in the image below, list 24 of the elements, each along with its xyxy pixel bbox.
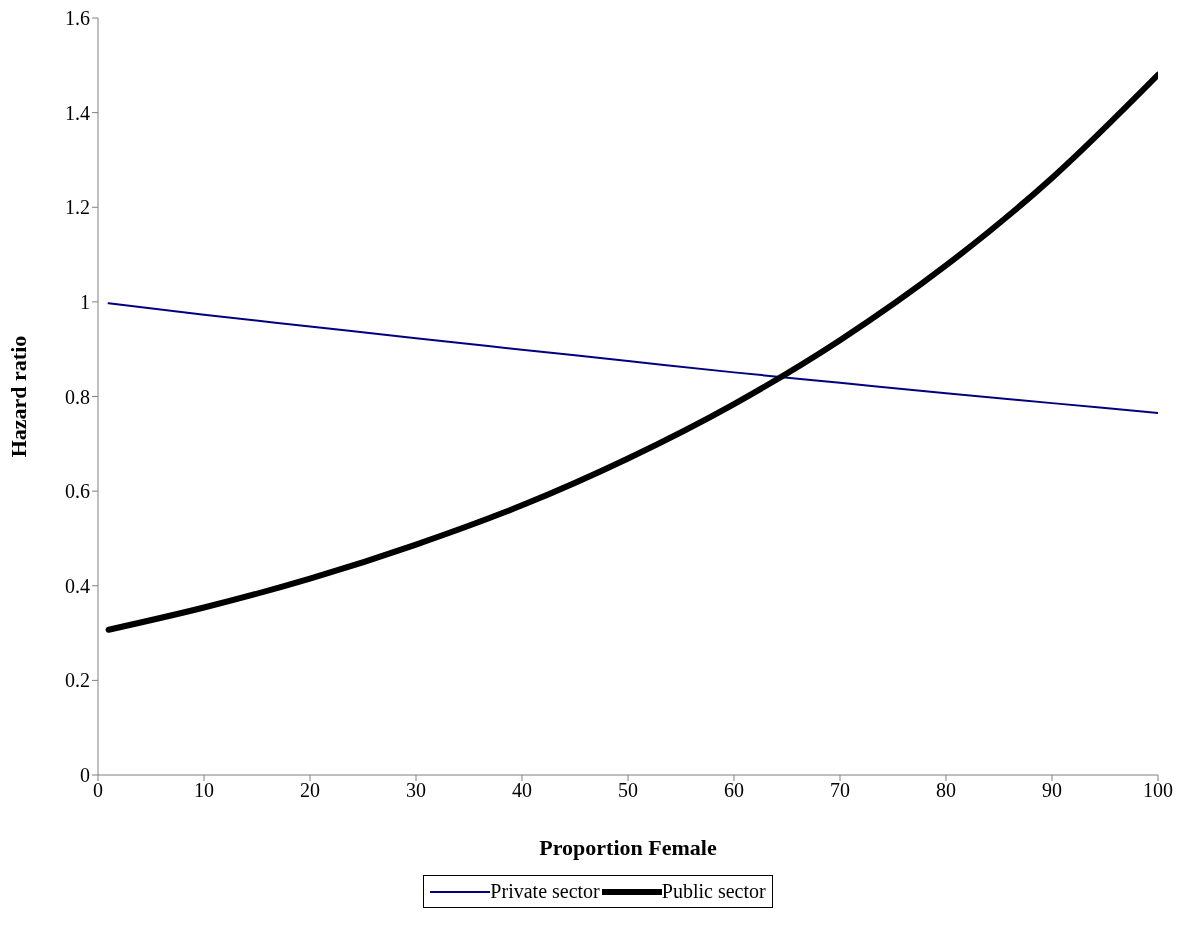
y-tick-label: 0	[80, 764, 90, 787]
x-tick-label: 30	[406, 779, 426, 802]
x-tick-label: 70	[830, 779, 850, 802]
y-tick-label: 1	[80, 290, 90, 313]
y-tick-label: 0.8	[65, 385, 90, 408]
x-tick-label: 50	[618, 779, 638, 802]
y-tick-label: 0.2	[65, 669, 90, 692]
x-axis-title: Proportion Female	[539, 835, 717, 860]
x-tick-label: 100	[1143, 779, 1173, 802]
legend-label: Public sector	[660, 880, 766, 903]
x-tick-label: 10	[194, 779, 214, 802]
x-tick-label: 20	[300, 779, 320, 802]
y-tick-label: 1.6	[65, 7, 90, 30]
x-tick-label: 90	[1042, 779, 1062, 802]
y-tick-label: 0.6	[65, 480, 90, 503]
y-tick-label: 1.4	[65, 101, 90, 124]
y-tick-label: 0.4	[65, 574, 90, 597]
y-axis-title: Hazard ratio	[5, 335, 31, 458]
line-series	[107, 302, 1158, 415]
y-tick-label: 1.2	[65, 196, 90, 219]
legend-label: Private sector	[489, 880, 600, 903]
x-tick-label: 80	[936, 779, 956, 802]
x-tick-label: 60	[724, 779, 744, 802]
x-tick-label: 40	[512, 779, 532, 802]
